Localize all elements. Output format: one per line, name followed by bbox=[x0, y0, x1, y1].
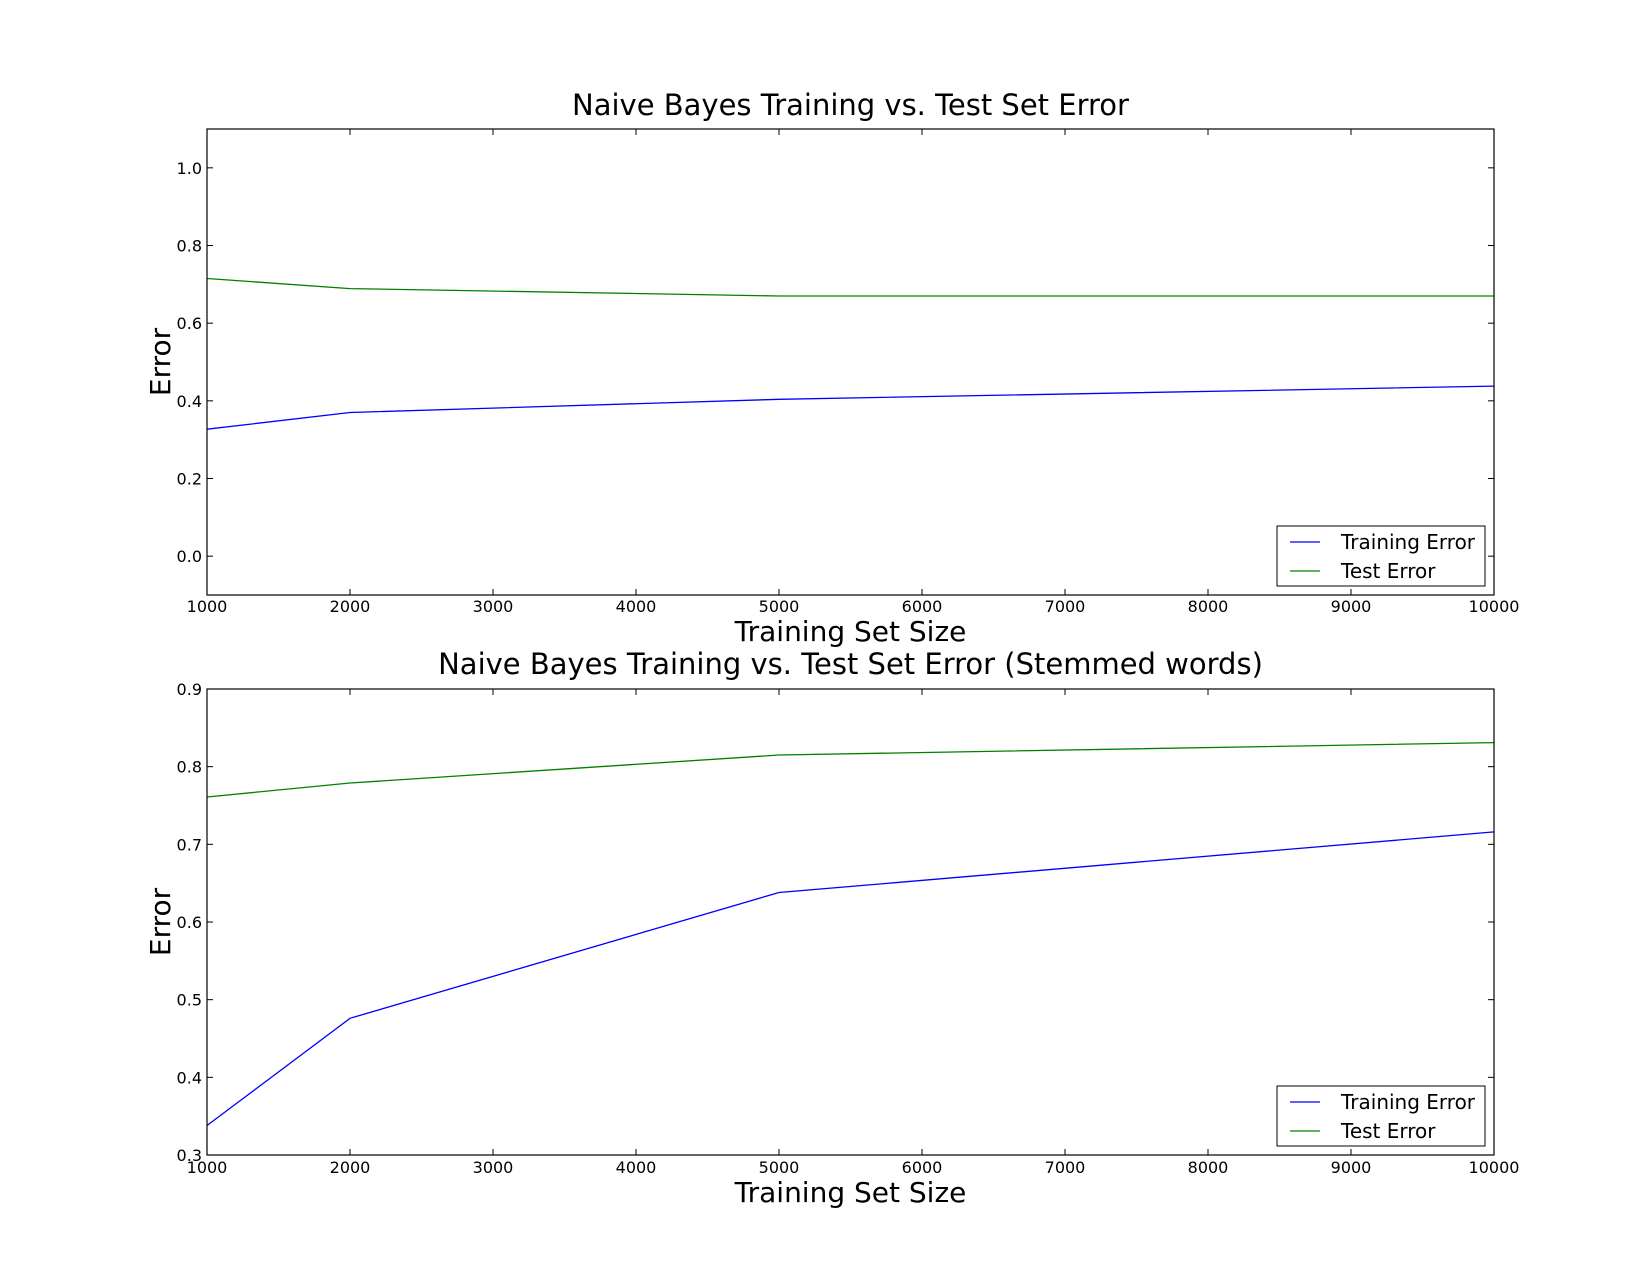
x-tick-label: 10000 bbox=[1469, 597, 1520, 616]
x-tick-label: 10000 bbox=[1469, 1158, 1520, 1177]
x-tick-label: 7000 bbox=[1045, 597, 1086, 616]
x-tick-label: 1000 bbox=[187, 597, 228, 616]
x-tick-label: 1000 bbox=[187, 1158, 228, 1177]
x-axis-label: Training Set Size bbox=[734, 615, 967, 648]
x-tick-label: 4000 bbox=[616, 597, 657, 616]
subplot-1: Naive Bayes Training vs. Test Set Error 1… bbox=[144, 88, 1519, 648]
y-tick-label: 0.6 bbox=[177, 913, 202, 932]
x-tick-label: 4000 bbox=[616, 1158, 657, 1177]
legend-box bbox=[1276, 525, 1486, 587]
x-tick-label: 8000 bbox=[1188, 597, 1229, 616]
y-tick-label: 0.9 bbox=[177, 680, 202, 699]
series-line-test-error bbox=[206, 277, 1494, 297]
series-line-test-error bbox=[206, 741, 1495, 798]
x-axis-label: Training Set Size bbox=[734, 1176, 967, 1209]
legend: Training Error Test Error bbox=[1276, 525, 1486, 587]
y-tick-label: 0.2 bbox=[177, 470, 202, 489]
x-tick-label: 5000 bbox=[759, 597, 800, 616]
y-tick-label: 0.7 bbox=[177, 835, 202, 854]
y-tick-label: 0.5 bbox=[177, 991, 202, 1010]
x-tick-label: 3000 bbox=[473, 1158, 514, 1177]
x-tick-label: 6000 bbox=[902, 1158, 943, 1177]
x-tick-label: 8000 bbox=[1188, 1158, 1229, 1177]
y-tick-label: 0.8 bbox=[177, 237, 202, 256]
plot-frame bbox=[206, 688, 1495, 1156]
x-tick-label: 7000 bbox=[1045, 1158, 1086, 1177]
x-tick-label: 6000 bbox=[902, 597, 943, 616]
subplot-2: Naive Bayes Training vs. Test Set Error … bbox=[144, 647, 1519, 1209]
x-tick-label: 9000 bbox=[1331, 597, 1372, 616]
y-tick-label: 0.3 bbox=[177, 1146, 202, 1165]
legend-label: Test Error bbox=[1340, 559, 1436, 583]
y-tick-label: 0.4 bbox=[177, 392, 202, 411]
y-axis-label: Error bbox=[144, 887, 177, 956]
x-tick-label: 9000 bbox=[1331, 1158, 1372, 1177]
series-line-training-error bbox=[206, 385, 1495, 430]
chart-title: Naive Bayes Training vs. Test Set Error … bbox=[438, 647, 1263, 681]
x-tick-label: 2000 bbox=[330, 1158, 371, 1177]
y-tick-label: 1.0 bbox=[177, 159, 202, 178]
legend: Training Error Test Error bbox=[1276, 1085, 1486, 1147]
plot-frame bbox=[206, 128, 1495, 596]
y-axis-label: Error bbox=[144, 327, 177, 396]
x-tick-label: 3000 bbox=[473, 597, 514, 616]
y-tick-label: 0.0 bbox=[177, 547, 202, 566]
chart-title: Naive Bayes Training vs. Test Set Error bbox=[572, 88, 1129, 122]
legend-label: Test Error bbox=[1340, 1119, 1436, 1143]
y-tick-label: 0.8 bbox=[177, 758, 202, 777]
x-tick-label: 2000 bbox=[330, 597, 371, 616]
series-line-training-error bbox=[206, 831, 1495, 1127]
y-tick-label: 0.4 bbox=[177, 1068, 202, 1087]
x-tick-label: 5000 bbox=[759, 1158, 800, 1177]
legend-label: Training Error bbox=[1340, 530, 1476, 554]
y-tick-label: 0.6 bbox=[177, 314, 202, 333]
legend-label: Training Error bbox=[1340, 1090, 1476, 1114]
legend-box bbox=[1276, 1085, 1486, 1147]
